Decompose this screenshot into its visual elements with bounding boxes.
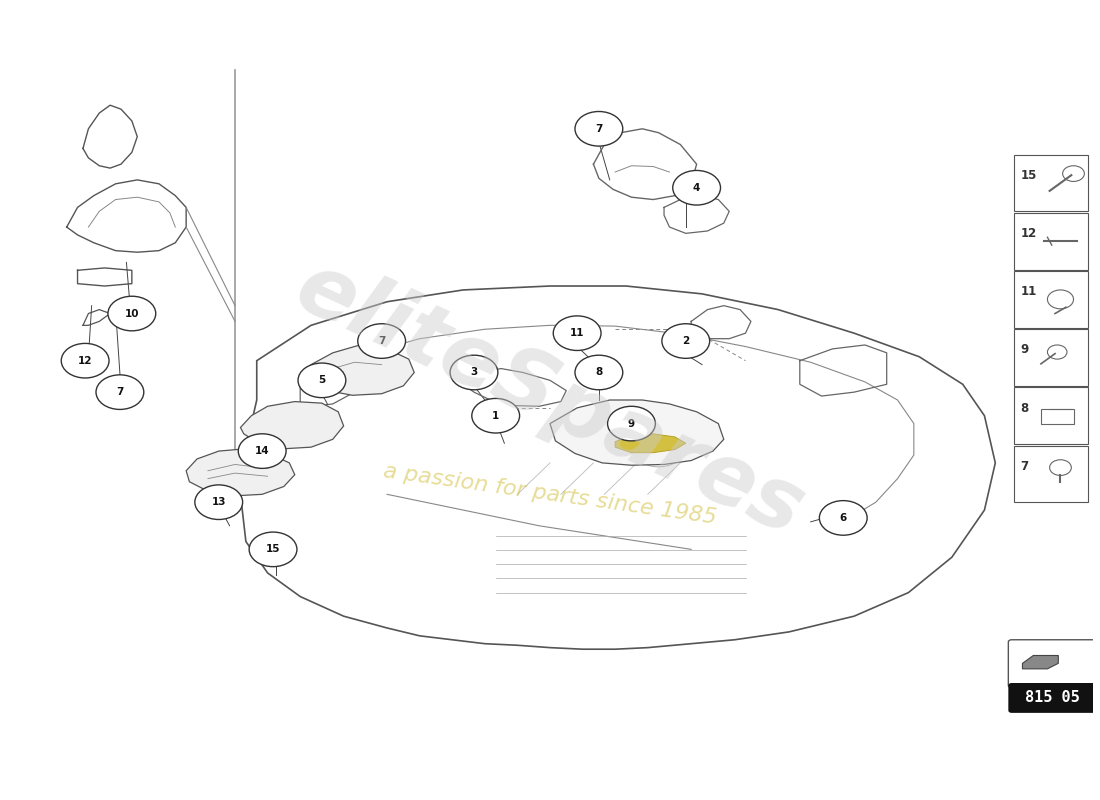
FancyBboxPatch shape bbox=[1009, 683, 1097, 713]
FancyBboxPatch shape bbox=[1014, 446, 1088, 502]
Text: 9: 9 bbox=[628, 418, 635, 429]
Text: 9: 9 bbox=[1021, 343, 1028, 357]
FancyBboxPatch shape bbox=[1014, 387, 1088, 444]
Circle shape bbox=[662, 324, 710, 358]
Circle shape bbox=[607, 406, 656, 441]
FancyBboxPatch shape bbox=[1014, 271, 1088, 328]
Circle shape bbox=[298, 363, 345, 398]
Text: 15: 15 bbox=[1021, 169, 1036, 182]
Text: 14: 14 bbox=[255, 446, 270, 456]
Text: 5: 5 bbox=[318, 375, 326, 386]
Text: 11: 11 bbox=[1021, 286, 1036, 298]
Circle shape bbox=[62, 343, 109, 378]
Text: 7: 7 bbox=[117, 387, 123, 397]
Text: 10: 10 bbox=[124, 309, 139, 318]
Text: 4: 4 bbox=[693, 182, 701, 193]
Text: 12: 12 bbox=[1021, 227, 1036, 240]
Circle shape bbox=[195, 485, 243, 519]
Polygon shape bbox=[186, 449, 295, 496]
Text: 3: 3 bbox=[471, 367, 477, 378]
FancyBboxPatch shape bbox=[1014, 213, 1088, 270]
Circle shape bbox=[358, 324, 406, 358]
FancyBboxPatch shape bbox=[1014, 330, 1088, 386]
Circle shape bbox=[249, 532, 297, 566]
Circle shape bbox=[553, 316, 601, 350]
Text: 7: 7 bbox=[1021, 460, 1028, 473]
Text: 11: 11 bbox=[570, 328, 584, 338]
FancyBboxPatch shape bbox=[1041, 410, 1074, 423]
Text: 1: 1 bbox=[492, 410, 499, 421]
Text: 8: 8 bbox=[1021, 402, 1028, 414]
Text: a passion for parts since 1985: a passion for parts since 1985 bbox=[382, 461, 718, 528]
Circle shape bbox=[239, 434, 286, 468]
Polygon shape bbox=[241, 402, 343, 449]
Text: 6: 6 bbox=[839, 513, 847, 523]
FancyBboxPatch shape bbox=[1009, 640, 1097, 688]
Circle shape bbox=[96, 375, 144, 410]
Polygon shape bbox=[311, 345, 415, 395]
Text: 13: 13 bbox=[211, 497, 226, 507]
Text: 8: 8 bbox=[595, 367, 603, 378]
Text: eliteSpares: eliteSpares bbox=[283, 246, 817, 554]
Text: 815 05: 815 05 bbox=[1025, 690, 1080, 706]
Circle shape bbox=[575, 355, 623, 390]
Text: 15: 15 bbox=[266, 544, 280, 554]
Circle shape bbox=[472, 398, 519, 433]
Circle shape bbox=[673, 170, 720, 205]
Polygon shape bbox=[550, 400, 724, 466]
Text: 7: 7 bbox=[595, 124, 603, 134]
FancyBboxPatch shape bbox=[1014, 154, 1088, 211]
Circle shape bbox=[450, 355, 498, 390]
Polygon shape bbox=[615, 434, 685, 453]
Circle shape bbox=[108, 296, 156, 331]
Circle shape bbox=[820, 501, 867, 535]
Text: 2: 2 bbox=[682, 336, 690, 346]
Text: 7: 7 bbox=[378, 336, 385, 346]
Polygon shape bbox=[1023, 655, 1058, 669]
Text: 12: 12 bbox=[78, 356, 92, 366]
Circle shape bbox=[575, 111, 623, 146]
